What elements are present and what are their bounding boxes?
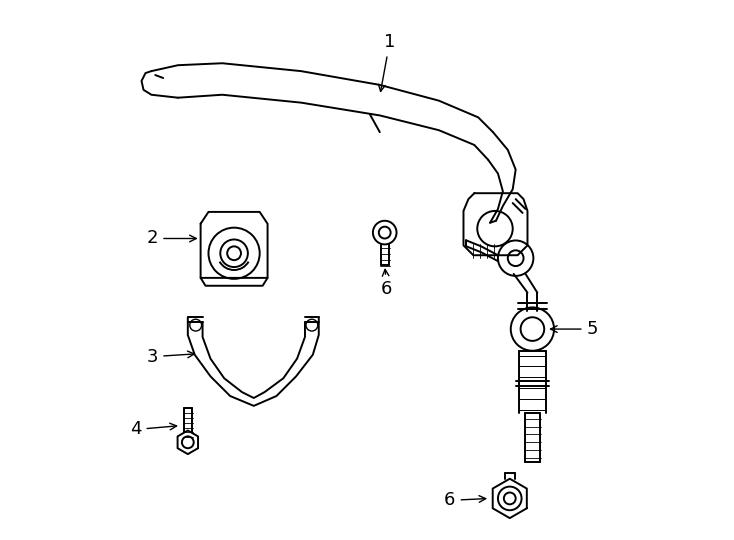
Text: 6: 6 <box>381 269 393 298</box>
Text: 3: 3 <box>147 348 195 366</box>
Text: 5: 5 <box>550 320 598 338</box>
Text: 4: 4 <box>130 421 177 438</box>
Text: 6: 6 <box>444 491 486 509</box>
Text: 2: 2 <box>147 230 196 247</box>
Text: 1: 1 <box>379 33 396 91</box>
